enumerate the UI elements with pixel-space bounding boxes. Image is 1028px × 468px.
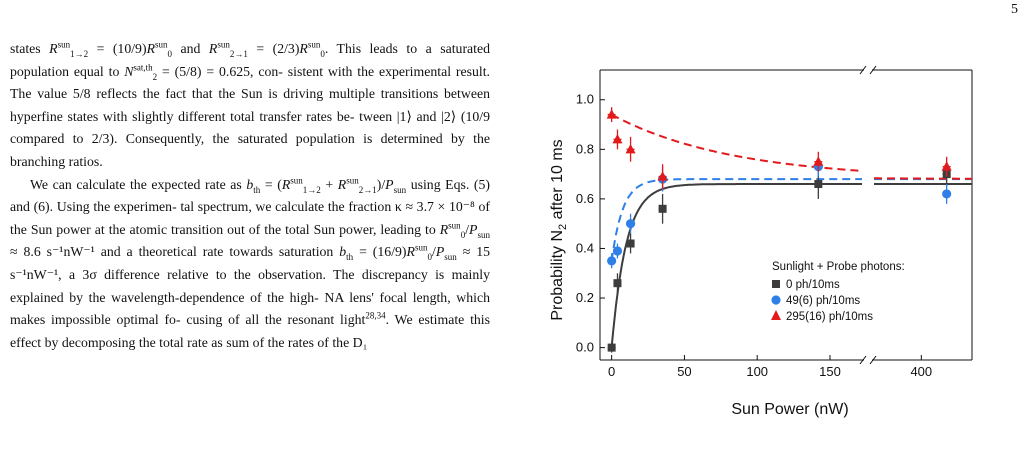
y-axis-label: Probability N2 after 10 ms <box>549 139 569 320</box>
y-tick-label: 0.8 <box>576 141 594 156</box>
y-tick-label: 1.0 <box>576 92 594 107</box>
paragraph-2: We can calculate the expected rate as bt… <box>10 174 491 350</box>
data-point-triangle <box>813 156 824 166</box>
data-point-circle <box>607 256 617 266</box>
legend-marker <box>771 295 781 305</box>
x-tick-label: 100 <box>746 364 768 379</box>
y-tick-label: 0.0 <box>576 340 594 355</box>
data-point-triangle <box>612 133 623 144</box>
x-tick-label: 150 <box>819 364 841 379</box>
figure-probability-vs-sun-power: 0.0 0.2 0.4 0.6 0.8 1.0 0 50 100 150 400 Sunlight +… <box>540 60 980 420</box>
data-point-square <box>613 279 622 288</box>
chart-svg: 0.0 0.2 0.4 0.6 0.8 1.0 0 50 100 150 400 Sunlight +… <box>549 65 973 418</box>
y-tick-label: 0.2 <box>576 290 594 305</box>
page-number: 5 <box>1011 2 1018 17</box>
axis-break-mark <box>859 65 867 75</box>
y-tick-label: 0.6 <box>576 191 594 206</box>
data-point-triangle <box>625 143 636 154</box>
legend-marker <box>771 310 781 320</box>
fit-curve <box>611 113 972 180</box>
axis-break-mark <box>859 355 867 365</box>
fit-curve <box>610 178 972 262</box>
data-point-circle <box>625 219 636 229</box>
data-point-triangle <box>606 109 617 119</box>
legend-entry: 49(6) ph/10ms <box>786 295 860 307</box>
axis-break-mark <box>869 65 877 75</box>
axis-break-mark <box>869 355 877 365</box>
data-point-circle <box>612 246 623 256</box>
data-point-square <box>658 204 667 213</box>
body-text-column: states Rsun1→2 = (10/9)Rsun0 and Rsun2→1… <box>10 38 490 354</box>
data-point-square <box>626 239 635 248</box>
data-point-triangle <box>941 161 952 171</box>
data-point-circle <box>942 189 952 199</box>
data-point-square <box>607 343 616 352</box>
data-point-triangle <box>657 171 668 181</box>
legend-marker <box>772 280 780 288</box>
data-point-square <box>814 180 823 189</box>
x-tick-label: 50 <box>677 364 691 379</box>
legend-entry: 295(16) ph/10ms <box>786 311 873 323</box>
y-tick-label: 0.4 <box>576 240 594 255</box>
legend-title: Sunlight + Probe photons: <box>772 261 905 273</box>
x-tick-label: 0 <box>608 364 615 379</box>
x-axis-label: Sun Power (nW) <box>731 401 848 418</box>
paragraph-1: states Rsun1→2 = (10/9)Rsun0 and Rsun2→1… <box>10 39 491 169</box>
x-tick-label: 400 <box>910 364 932 379</box>
legend-entry: 0 ph/10ms <box>786 279 840 291</box>
